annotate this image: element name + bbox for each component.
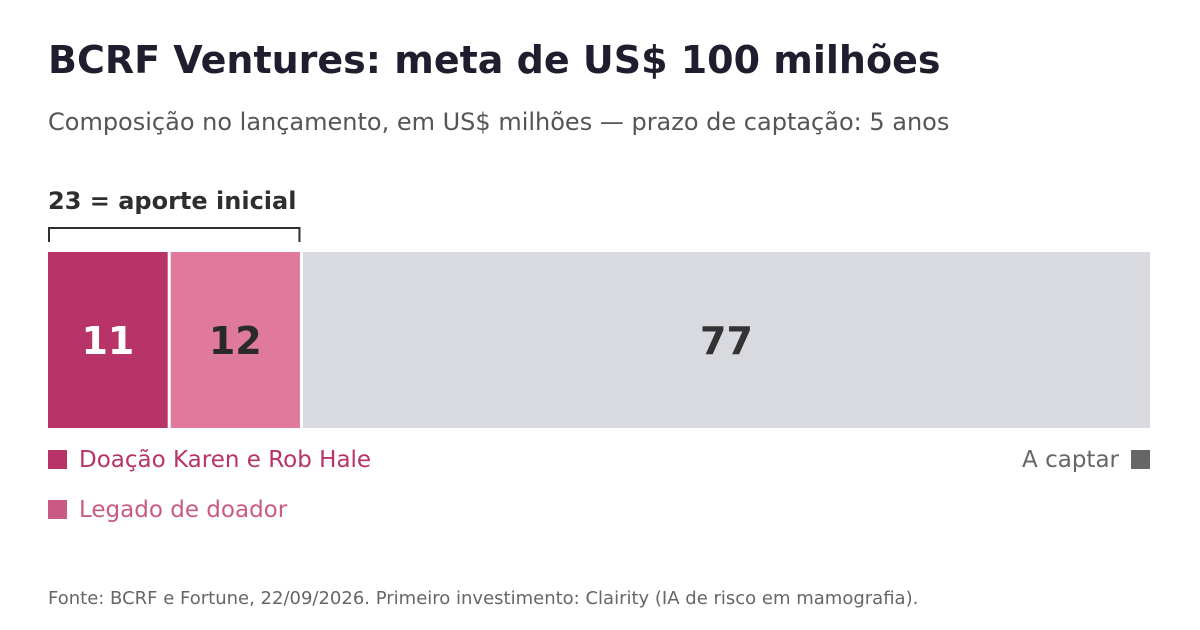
legend-item-a-captar: A captar [1022, 447, 1150, 473]
data-label-legado: 12 [209, 319, 262, 363]
legend-swatch-doacao [48, 450, 67, 469]
source-note: Fonte: BCRF e Fortune, 22/09/2026. Prime… [48, 588, 919, 609]
legend-swatch-legado [48, 500, 67, 519]
bracket-annotation: 23 = aporte inicial [48, 187, 297, 215]
bar-segment-legado [170, 252, 300, 428]
chart-title: BCRF Ventures: meta de US$ 100 milhões [48, 38, 941, 82]
legend-label-legado: Legado de doador [79, 497, 288, 523]
legend-label-a-captar: A captar [1022, 447, 1119, 473]
legend-label-doacao: Doação Karen e Rob Hale [79, 447, 372, 473]
chart-subtitle: Composição no lançamento, em US$ milhões… [48, 108, 950, 136]
bar-segment-a-captar [303, 252, 1150, 428]
data-label-doacao: 11 [81, 319, 134, 363]
legend-item-doacao: Doação Karen e Rob Hale [48, 447, 371, 473]
legend-swatch-a-captar [1131, 450, 1150, 469]
bar-segment-doacao [48, 252, 168, 428]
initial-contribution-bracket [48, 227, 301, 242]
data-label-a-captar: 77 [700, 319, 753, 363]
legend-item-legado: Legado de doador [48, 497, 287, 523]
